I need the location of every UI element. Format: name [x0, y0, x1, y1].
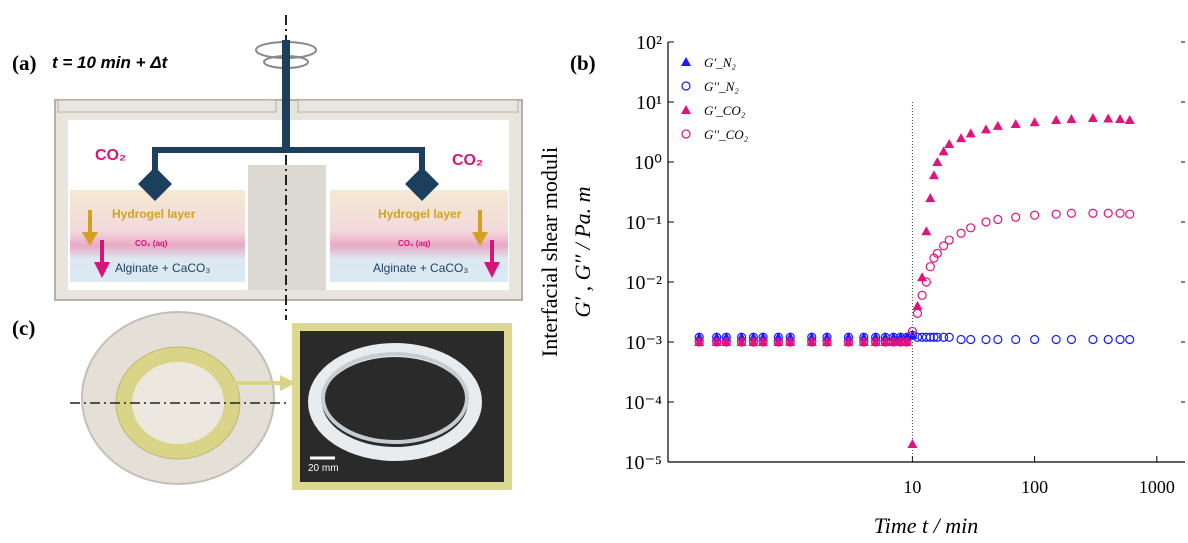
data-point: [926, 263, 934, 271]
time-label: t = 10 min + Δt: [52, 53, 169, 72]
data-point: [918, 291, 926, 299]
lid-right: [298, 100, 518, 112]
data-point: [993, 121, 1003, 130]
y-tick-label: 10⁻⁴: [624, 392, 662, 414]
y-axis-label: Interfacial shear moduli: [537, 147, 562, 357]
data-point: [1116, 209, 1124, 217]
data-point: [1104, 209, 1112, 217]
x-axis-label: Time t / min: [874, 513, 979, 538]
data-point: [1012, 336, 1020, 344]
data-point: [1089, 336, 1097, 344]
aq-label: CO₂ (aq): [398, 239, 431, 248]
data-point: [1052, 210, 1060, 218]
y-tick-label: 10⁻²: [625, 272, 662, 294]
legend-label: G′_N₂: [704, 55, 736, 70]
legend-marker: [681, 57, 691, 66]
y-tick-label: 10⁻³: [625, 332, 662, 354]
hydrogel-label: Hydrogel layer: [112, 207, 196, 221]
alginate-label: Alginate + CaCO₃: [373, 261, 468, 275]
co2-label: CO₂: [452, 152, 483, 169]
data-point: [1067, 209, 1075, 217]
data-point: [1012, 213, 1020, 221]
x-tick-label: 1000: [1139, 477, 1175, 497]
data-point: [945, 333, 953, 341]
data-point: [1066, 114, 1076, 123]
data-point: [945, 236, 953, 244]
panel-label: (a): [12, 51, 37, 75]
aq-label: CO₂ (aq): [135, 239, 168, 248]
page: {"panels": { "a": {"label": "(a)", "time…: [0, 0, 1188, 543]
data-point: [907, 439, 917, 448]
data-point: [921, 226, 931, 235]
scale-label: 20 mm: [308, 463, 339, 474]
y-axis-label: G′ , G′′ / Pa. m: [570, 186, 595, 317]
data-point: [1115, 114, 1125, 123]
legend-label: G′′_N₂: [704, 79, 739, 94]
data-point: [957, 336, 965, 344]
y-tick-label: 10²: [636, 32, 662, 54]
data-point: [1125, 115, 1135, 124]
data-point: [967, 224, 975, 232]
data-point: [994, 216, 1002, 224]
data-point: [1088, 113, 1098, 122]
panel-a: (a) t = 10 min + Δt CO₂ CO₂ Hydrogel lay…: [12, 15, 522, 320]
data-point: [1067, 336, 1075, 344]
data-point: [917, 272, 927, 281]
legend-marker: [682, 130, 690, 138]
data-point: [932, 157, 942, 166]
data-point: [982, 336, 990, 344]
data-point: [982, 218, 990, 226]
data-point: [1104, 336, 1112, 344]
legend-marker: [681, 105, 691, 114]
figure: (a) t = 10 min + Δt CO₂ CO₂ Hydrogel lay…: [0, 0, 1188, 543]
data-point: [913, 309, 921, 317]
data-point: [912, 301, 922, 310]
data-point: [929, 170, 939, 179]
x-tick-label: 100: [1021, 477, 1048, 497]
panel-label: (c): [12, 316, 35, 340]
y-tick-label: 10⁰: [634, 152, 662, 174]
x-tick-label: 10: [903, 477, 921, 497]
y-tick-label: 10⁻¹: [625, 212, 662, 234]
data-point: [1030, 117, 1040, 126]
data-point: [1011, 119, 1021, 128]
data-point: [1051, 115, 1061, 124]
data-point: [1031, 211, 1039, 219]
data-point: [957, 229, 965, 237]
data-point: [966, 128, 976, 137]
data-point: [994, 336, 1002, 344]
panel-label: (b): [570, 51, 596, 75]
y-tick-label: 10¹: [636, 92, 662, 114]
y-tick-label: 10⁻⁵: [624, 452, 662, 474]
data-point: [1052, 336, 1060, 344]
data-point: [1103, 114, 1113, 123]
data-point: [981, 124, 991, 133]
data-point: [1126, 336, 1134, 344]
lid-left: [58, 100, 276, 112]
hydrogel-label: Hydrogel layer: [378, 207, 462, 221]
legend-label: G′′_CO₂: [704, 127, 749, 142]
data-point: [1126, 210, 1134, 218]
data-point: [956, 133, 966, 142]
legend-label: G′_CO₂: [704, 103, 746, 118]
data-point: [1089, 209, 1097, 217]
data-point: [1116, 336, 1124, 344]
data-point: [922, 278, 930, 286]
shaft: [282, 40, 290, 152]
data-point: [1031, 336, 1039, 344]
co2-label: CO₂: [95, 147, 126, 164]
data-point: [967, 336, 975, 344]
alginate-label: Alginate + CaCO₃: [115, 261, 210, 275]
panel-c: (c) 20 mm: [12, 312, 512, 490]
legend-marker: [682, 82, 690, 90]
data-point: [944, 139, 954, 148]
data-point: [925, 193, 935, 202]
